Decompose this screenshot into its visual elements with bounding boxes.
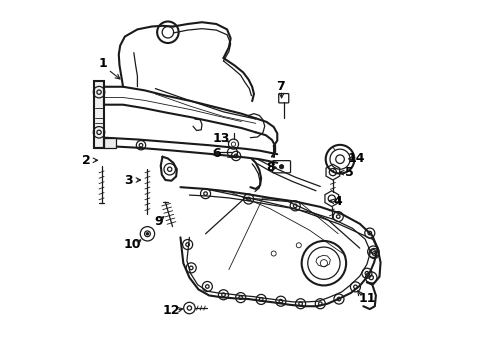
Polygon shape <box>104 138 116 148</box>
Text: 2: 2 <box>82 154 91 167</box>
Text: 12: 12 <box>163 305 180 318</box>
Text: 10: 10 <box>123 238 141 251</box>
Text: 3: 3 <box>124 174 133 186</box>
Text: 7: 7 <box>276 80 285 93</box>
Text: 4: 4 <box>334 195 343 208</box>
Circle shape <box>147 233 148 235</box>
Text: 11: 11 <box>358 292 376 305</box>
Text: 13: 13 <box>213 132 230 145</box>
Polygon shape <box>94 81 104 148</box>
Text: 6: 6 <box>212 147 220 159</box>
Text: 1: 1 <box>99 57 108 70</box>
Text: 5: 5 <box>344 166 353 179</box>
Text: 14: 14 <box>347 152 365 165</box>
Text: 9: 9 <box>155 215 163 228</box>
Text: 8: 8 <box>266 161 274 174</box>
Circle shape <box>279 165 284 169</box>
